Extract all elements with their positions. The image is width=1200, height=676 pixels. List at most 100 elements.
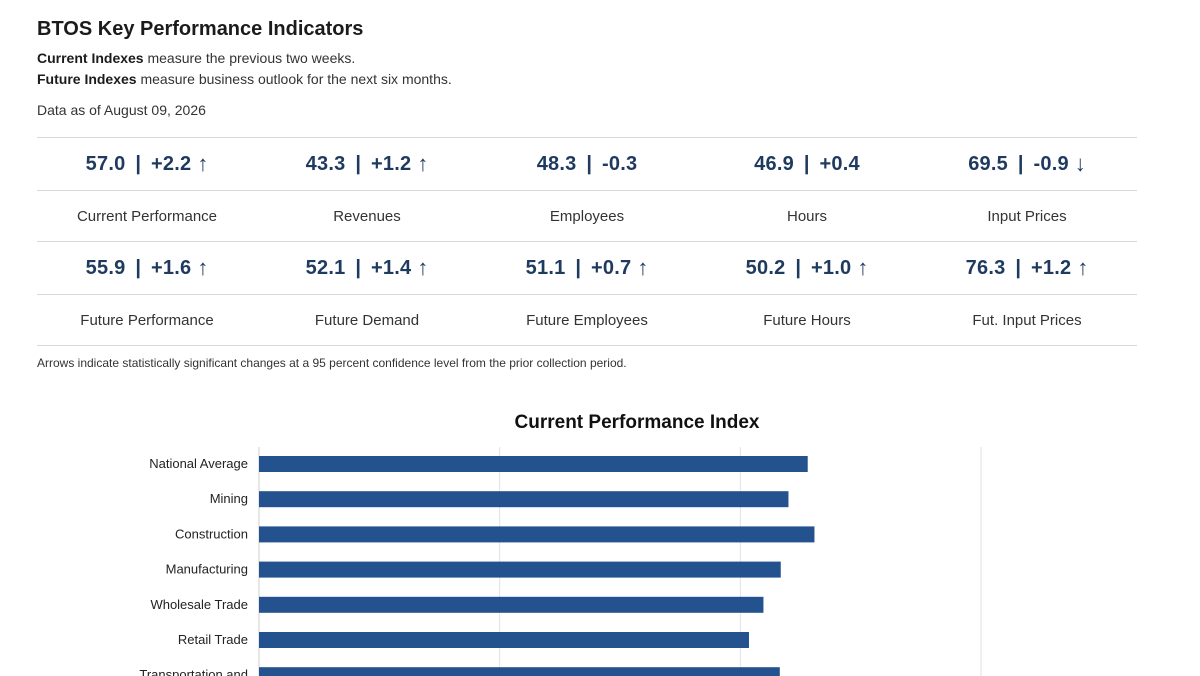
kpi-value-cell: 57.0 | +2.2 ↑ (37, 138, 257, 190)
bar[interactable] (259, 491, 789, 508)
kpi-separator: | (135, 256, 142, 279)
data-date: Data as of August 09, 2026 (37, 102, 206, 118)
current-performance-chart: National Average Mining Construction Manufa… (0, 400, 1200, 676)
current-indexes-description: Current Indexes measure the previous two… (37, 48, 1137, 69)
arrow-up-icon: ↑ (417, 151, 429, 176)
page-title: BTOS Key Performance Indicators (37, 18, 364, 40)
category-label: Transportation and (139, 667, 248, 676)
category-label: Manufacturing (166, 562, 248, 577)
kpi-label: Revenues (333, 207, 401, 225)
kpi-label: Future Hours (763, 311, 851, 329)
kpi-label-cell: Input Prices (917, 191, 1137, 241)
kpi-change: +0.4 (819, 152, 860, 175)
bar[interactable] (259, 456, 808, 472)
kpi-separator: | (586, 152, 593, 175)
arrow-up-icon: ↑ (1077, 255, 1089, 280)
kpi-change: +1.2 (1031, 256, 1072, 279)
kpi-label-cell: Revenues (257, 191, 477, 241)
bar[interactable] (259, 667, 780, 676)
kpi-value-cell: 76.3 | +1.2 ↑ (917, 242, 1137, 294)
kpi-label-cell: Future Employees (477, 295, 697, 345)
kpi-value: 52.1 (305, 256, 346, 279)
future-kpi-row: 55.9 | +1.6 ↑ 52.1 | +1.4 ↑ 51.1 | +0.7 ↑ 50.2 | +1.0 ↑… (37, 241, 1137, 346)
arrow-up-icon: ↑ (197, 255, 209, 280)
arrow-up-icon: ↑ (857, 255, 869, 280)
bar[interactable] (259, 561, 781, 578)
kpi-value: 46.9 (754, 152, 794, 175)
kpi-label: Future Demand (314, 311, 420, 329)
kpi-value: 50.2 (745, 256, 786, 279)
kpi-change: -0.9 (1033, 152, 1069, 175)
kpi-label: Input Prices (987, 207, 1067, 225)
category-label: Retail Trade (178, 632, 248, 647)
header: BTOS Key Performance Indicators Current … (37, 16, 1137, 120)
kpi-label-cell: Future Hours (697, 295, 917, 345)
kpi-label-cell: Future Demand (257, 295, 477, 345)
bar[interactable] (259, 526, 815, 543)
future-indexes-description: Future Indexes measure business outlook … (37, 69, 1137, 90)
kpi-label: Future Performance (80, 311, 214, 329)
kpi-separator: | (575, 256, 582, 279)
kpi-label: Future Employees (526, 311, 648, 329)
kpi-value: 69.5 (968, 152, 1008, 175)
kpi-change: +0.7 (591, 256, 632, 279)
kpi-change: +2.2 (151, 152, 192, 175)
kpi-change: +1.4 (371, 256, 412, 279)
kpi-value: 76.3 (965, 256, 1006, 279)
kpi-label-cell: Fut. Input Prices (917, 295, 1137, 345)
kpi-value: 57.0 (85, 152, 126, 175)
kpi-separator: | (1015, 256, 1022, 279)
kpi-label-cell: Employees (477, 191, 697, 241)
bar[interactable] (259, 632, 749, 648)
future-kpi-values: 55.9 | +1.6 ↑ 52.1 | +1.4 ↑ 51.1 | +0.7 ↑ 50.2 | +1.0 ↑… (37, 242, 1137, 295)
kpi-label: Fut. Input Prices (972, 311, 1082, 329)
kpi-label: Hours (786, 207, 827, 225)
chart-title: Current Performance Index (514, 412, 760, 433)
kpi-value: 51.1 (525, 256, 566, 279)
footnote: Arrows indicate statistically significan… (37, 356, 627, 370)
bar[interactable] (259, 596, 764, 613)
current-kpi-row: 57.0 | +2.2 ↑ 43.3 | +1.2 ↑ 48.3 | -0.3 46.9 | +0.4 69… (37, 137, 1137, 241)
kpi-value: 48.3 (536, 152, 577, 175)
kpi-value-cell: 48.3 | -0.3 (477, 138, 697, 190)
kpi-value: 43.3 (305, 152, 346, 175)
category-label: Mining (210, 491, 248, 506)
kpi-separator: | (355, 256, 362, 279)
future-kpi-labels: Future Performance Future Demand Future Em… (37, 295, 1137, 345)
kpi-table: 57.0 | +2.2 ↑ 43.3 | +1.2 ↑ 48.3 | -0.3 46.9 | +0.4 69… (37, 137, 1137, 346)
kpi-value-cell: 50.2 | +1.0 ↑ (697, 242, 917, 294)
kpi-change: +1.2 (371, 152, 412, 175)
category-label: National Average (149, 456, 248, 471)
category-label: Wholesale Trade (150, 597, 248, 612)
future-indexes-term: Future Indexes (37, 71, 137, 87)
kpi-value-cell: 43.3 | +1.2 ↑ (257, 138, 477, 190)
kpi-label-cell: Future Performance (37, 295, 257, 345)
current-kpi-values: 57.0 | +2.2 ↑ 43.3 | +1.2 ↑ 48.3 | -0.3 46.9 | +0.4 69… (37, 138, 1137, 191)
current-indexes-term: Current Indexes (37, 50, 144, 66)
kpi-separator: | (135, 152, 142, 175)
arrow-up-icon: ↑ (637, 255, 649, 280)
kpi-separator: | (355, 152, 362, 175)
kpi-label-cell: Current Performance (37, 191, 257, 241)
kpi-label: Employees (549, 207, 625, 225)
kpi-value-cell: 69.5 | -0.9 ↓ (917, 138, 1137, 190)
arrow-up-icon: ↑ (197, 151, 209, 176)
kpi-change: +1.0 (811, 256, 852, 279)
kpi-value: 55.9 (85, 256, 126, 279)
arrow-up-icon: ↑ (417, 255, 429, 280)
future-indexes-text: measure business outlook for the next si… (136, 71, 452, 87)
arrow-down-icon: ↓ (1074, 151, 1086, 176)
kpi-value-cell: 51.1 | +0.7 ↑ (477, 242, 697, 294)
kpi-value-cell: 55.9 | +1.6 ↑ (37, 242, 257, 294)
chart-svg: National Average Mining Construction Manufa… (139, 447, 982, 676)
kpi-separator: | (795, 256, 802, 279)
kpi-separator: | (1017, 152, 1024, 175)
kpi-value-cell: 46.9 | +0.4 (697, 138, 917, 190)
kpi-separator: | (803, 152, 810, 175)
kpi-change: -0.3 (602, 152, 638, 175)
category-label: Construction (175, 526, 248, 541)
kpi-value-cell: 52.1 | +1.4 ↑ (257, 242, 477, 294)
current-indexes-text: measure the previous two weeks. (143, 50, 356, 66)
current-kpi-labels: Current Performance Revenues Employees Hour… (37, 191, 1137, 241)
kpi-label-cell: Hours (697, 191, 917, 241)
